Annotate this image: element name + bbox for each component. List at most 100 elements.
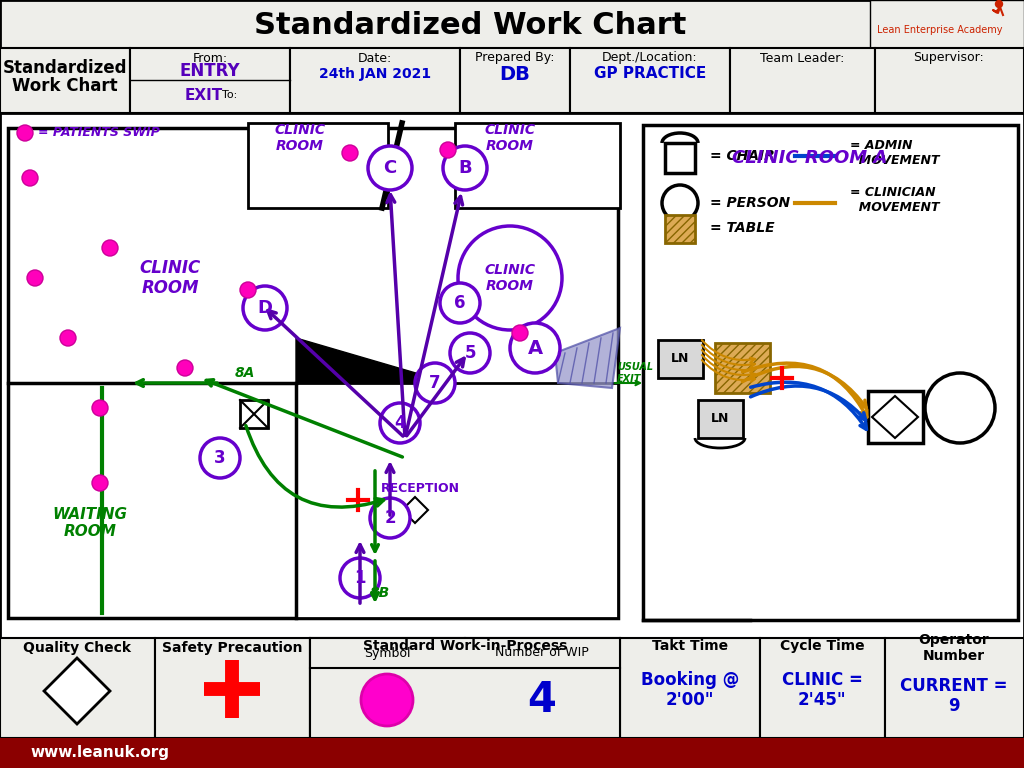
- Text: Standard Work-in-Process: Standard Work-in-Process: [362, 639, 567, 653]
- Text: = PERSON: = PERSON: [710, 196, 791, 210]
- Text: RECEPTION: RECEPTION: [381, 482, 460, 495]
- Circle shape: [340, 558, 380, 598]
- Text: D: D: [257, 299, 272, 317]
- Text: CLINIC
ROOM: CLINIC ROOM: [274, 123, 326, 153]
- Circle shape: [370, 498, 410, 538]
- Text: = ADMIN
  MOVEMENT: = ADMIN MOVEMENT: [850, 139, 939, 167]
- Text: A: A: [527, 339, 543, 357]
- Bar: [0, 48, 130, 113]
- Text: 3: 3: [214, 449, 226, 467]
- Polygon shape: [44, 658, 110, 724]
- Bar: [155, 638, 310, 738]
- Text: = PATIENTS SWIP: = PATIENTS SWIP: [38, 127, 160, 140]
- Polygon shape: [296, 338, 450, 383]
- Circle shape: [440, 283, 480, 323]
- Text: Dept./Location:: Dept./Location:: [602, 51, 697, 65]
- Bar: [665, 143, 695, 173]
- Text: EXIT: EXIT: [185, 88, 223, 102]
- Bar: [465, 638, 620, 738]
- Text: Standardized Work Chart: Standardized Work Chart: [254, 11, 686, 39]
- Circle shape: [995, 1, 1002, 8]
- Text: 1: 1: [354, 569, 366, 587]
- Text: Lean Enterprise Academy: Lean Enterprise Academy: [878, 25, 1002, 35]
- Text: Takt Time: Takt Time: [652, 639, 728, 653]
- Bar: [698, 400, 743, 438]
- Text: To:: To:: [222, 90, 238, 100]
- Text: CLINIC
ROOM: CLINIC ROOM: [139, 259, 201, 297]
- Circle shape: [440, 142, 456, 158]
- Bar: [248, 123, 388, 208]
- Circle shape: [512, 325, 528, 341]
- Circle shape: [200, 438, 240, 478]
- Circle shape: [443, 146, 487, 190]
- Text: GP PRACTICE: GP PRACTICE: [594, 67, 707, 81]
- Bar: [870, 0, 1024, 50]
- Bar: [0, 638, 1024, 738]
- Bar: [620, 638, 760, 738]
- Text: = CLINICIAN
  MOVEMENT: = CLINICIAN MOVEMENT: [850, 186, 939, 214]
- Text: 4: 4: [527, 679, 556, 721]
- Text: = TABLE: = TABLE: [710, 221, 774, 235]
- Text: 24th JAN 2021: 24th JAN 2021: [318, 67, 431, 81]
- Circle shape: [925, 373, 995, 443]
- Bar: [730, 48, 874, 113]
- Text: Supervisor:: Supervisor:: [913, 51, 984, 65]
- Text: 4: 4: [394, 414, 406, 432]
- Circle shape: [662, 185, 698, 221]
- Circle shape: [17, 125, 33, 141]
- Circle shape: [240, 282, 256, 298]
- Circle shape: [22, 170, 38, 186]
- Bar: [290, 48, 460, 113]
- Bar: [874, 48, 1024, 113]
- Bar: [310, 638, 465, 738]
- Text: 5: 5: [464, 344, 476, 362]
- Bar: [310, 638, 620, 738]
- Text: LN: LN: [671, 353, 689, 366]
- Bar: [296, 383, 618, 618]
- Bar: [885, 638, 1024, 738]
- Text: Work Chart: Work Chart: [12, 77, 118, 95]
- Text: Team Leader:: Team Leader:: [760, 51, 844, 65]
- Circle shape: [376, 499, 404, 527]
- Circle shape: [415, 363, 455, 403]
- Text: Cycle Time: Cycle Time: [779, 639, 864, 653]
- Text: CLINIC =
2'45": CLINIC = 2'45": [781, 670, 862, 710]
- Bar: [0, 0, 1024, 50]
- Circle shape: [177, 360, 193, 376]
- Text: 8B: 8B: [370, 586, 390, 600]
- Circle shape: [60, 330, 76, 346]
- Circle shape: [361, 674, 413, 726]
- Bar: [455, 123, 620, 208]
- Text: 6: 6: [455, 294, 466, 312]
- Bar: [0, 638, 155, 738]
- Text: LN: LN: [711, 412, 729, 425]
- Bar: [570, 48, 730, 113]
- Text: Booking @
2'00": Booking @ 2'00": [641, 670, 739, 710]
- Circle shape: [380, 403, 420, 443]
- Bar: [130, 48, 290, 113]
- Text: CLINIC
ROOM: CLINIC ROOM: [484, 123, 536, 153]
- Circle shape: [92, 475, 108, 491]
- Circle shape: [27, 270, 43, 286]
- Text: USUAL
EXIT: USUAL EXIT: [617, 362, 653, 384]
- Bar: [658, 340, 703, 378]
- Text: Number of WIP: Number of WIP: [496, 647, 589, 660]
- Bar: [0, 113, 1024, 638]
- Circle shape: [450, 333, 490, 373]
- Bar: [0, 738, 1024, 768]
- Text: Standardized: Standardized: [3, 59, 127, 77]
- Text: DB: DB: [500, 65, 530, 84]
- Circle shape: [243, 286, 287, 330]
- Circle shape: [342, 145, 358, 161]
- Text: Operator
Number: Operator Number: [919, 633, 989, 663]
- Polygon shape: [402, 497, 428, 523]
- Bar: [868, 391, 923, 443]
- Polygon shape: [555, 328, 620, 388]
- Circle shape: [102, 240, 118, 256]
- Bar: [715, 343, 770, 393]
- Text: Date:: Date:: [357, 51, 392, 65]
- Text: CLINIC
ROOM: CLINIC ROOM: [484, 263, 536, 293]
- Text: ENTRY: ENTRY: [179, 62, 241, 80]
- Text: Prepared By:: Prepared By:: [475, 51, 555, 65]
- Text: 8A: 8A: [234, 366, 255, 380]
